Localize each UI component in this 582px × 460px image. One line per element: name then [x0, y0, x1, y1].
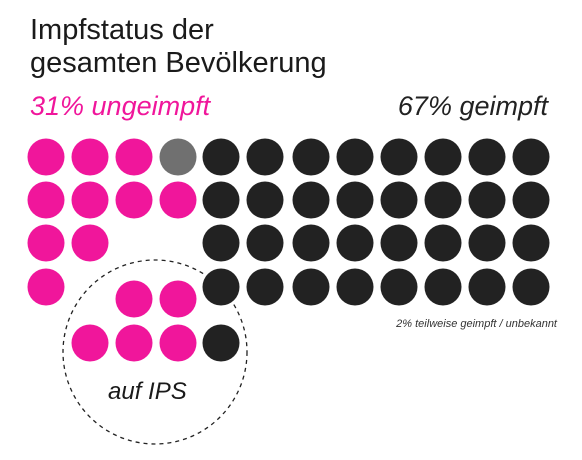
dot-vaccinated: [380, 268, 418, 306]
dot-vaccinated: [424, 138, 462, 176]
dot-vaccinated: [336, 138, 374, 176]
dot-icu-vaccinated: [202, 324, 240, 362]
dot-unvaccinated: [27, 224, 65, 262]
dot-icu-unvaccinated: [159, 324, 197, 362]
dot-icu-unvaccinated: [115, 324, 153, 362]
dot-vaccinated: [202, 224, 240, 262]
icu-label: auf IPS: [108, 378, 187, 405]
vaccinated-label: 67% geimpft: [397, 91, 548, 121]
dot-vaccinated: [246, 181, 284, 219]
dot-icu-unvaccinated: [71, 324, 109, 362]
dot-vaccinated: [380, 138, 418, 176]
dot-vaccinated: [246, 138, 284, 176]
dot-unvaccinated: [71, 138, 109, 176]
dot-unvaccinated: [71, 181, 109, 219]
title-line-1: Impfstatus der: [30, 14, 214, 46]
dot-vaccinated: [202, 181, 240, 219]
dot-vaccinated: [292, 138, 330, 176]
dot-vaccinated: [468, 268, 506, 306]
dot-vaccinated: [292, 181, 330, 219]
dot-vaccinated: [468, 224, 506, 262]
dot-vaccinated: [512, 224, 550, 262]
dot-vaccinated: [336, 181, 374, 219]
dot-partial-unknown: [159, 138, 197, 176]
dot-unvaccinated: [115, 181, 153, 219]
dot-unvaccinated: [27, 268, 65, 306]
dot-vaccinated: [336, 268, 374, 306]
icu-dashed-circle: [62, 259, 248, 445]
dot-vaccinated: [246, 224, 284, 262]
dot-vaccinated: [380, 181, 418, 219]
unvaccinated-label: 31% ungeimpft: [30, 91, 211, 121]
footnote: 2% teilweise geimpft / unbekannt: [396, 318, 557, 330]
dot-vaccinated: [468, 181, 506, 219]
dot-vaccinated: [246, 268, 284, 306]
dot-vaccinated: [336, 224, 374, 262]
dot-vaccinated: [424, 268, 462, 306]
dot-vaccinated: [380, 224, 418, 262]
dot-unvaccinated: [115, 138, 153, 176]
dot-vaccinated: [202, 268, 240, 306]
dot-vaccinated: [512, 138, 550, 176]
dot-vaccinated: [468, 138, 506, 176]
dot-vaccinated: [292, 224, 330, 262]
chart-title: Impfstatus der gesamten Bevölkerung: [30, 14, 327, 80]
dot-vaccinated: [424, 224, 462, 262]
dot-vaccinated: [512, 181, 550, 219]
dot-icu-unvaccinated: [115, 280, 153, 318]
dot-unvaccinated: [27, 181, 65, 219]
dot-vaccinated: [424, 181, 462, 219]
dot-icu-unvaccinated: [159, 280, 197, 318]
dot-unvaccinated: [71, 224, 109, 262]
title-line-2: gesamten Bevölkerung: [30, 47, 327, 79]
dot-unvaccinated: [27, 138, 65, 176]
dot-unvaccinated: [159, 181, 197, 219]
dot-vaccinated: [292, 268, 330, 306]
dot-vaccinated: [512, 268, 550, 306]
dot-vaccinated: [202, 138, 240, 176]
